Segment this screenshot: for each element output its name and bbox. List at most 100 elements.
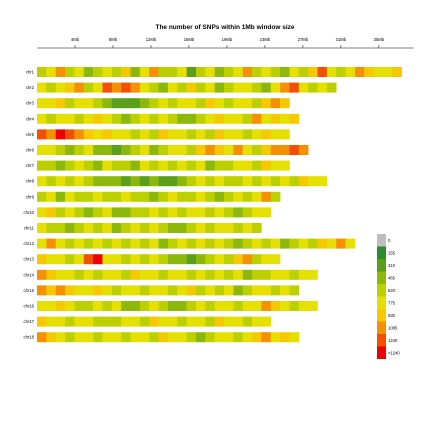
- density-cell: [233, 82, 243, 93]
- density-cell: [186, 176, 197, 187]
- density-cell: [93, 113, 103, 124]
- density-cell: [93, 207, 103, 218]
- legend-swatch: [377, 284, 386, 297]
- density-cell: [158, 191, 169, 202]
- density-cell: [242, 316, 253, 327]
- density-cell: [102, 160, 113, 171]
- density-cell: [149, 145, 159, 155]
- density-cell: [205, 145, 215, 155]
- density-cell: [65, 285, 75, 296]
- density-cell: [195, 269, 206, 280]
- density-cell: [289, 269, 300, 280]
- density-cell: [158, 269, 169, 280]
- density-cell: [270, 301, 281, 311]
- density-cell: [37, 113, 47, 124]
- density-cell: [65, 191, 75, 202]
- density-cell: [167, 316, 178, 327]
- density-cell: [233, 98, 243, 109]
- density-cell: [195, 176, 206, 187]
- density-cell: [167, 113, 178, 124]
- density-cell: [83, 207, 94, 218]
- density-cell: [186, 223, 197, 233]
- density-cell: [252, 332, 262, 343]
- density-cell: [102, 223, 113, 233]
- density-cell: [102, 145, 113, 155]
- density-cell: [83, 269, 94, 280]
- density-cell: [65, 98, 75, 109]
- density-cell: [111, 238, 122, 249]
- density-cell: [37, 254, 47, 265]
- x-tick-label: 12Mb: [146, 37, 157, 42]
- density-cell: [233, 285, 243, 296]
- density-cell: [55, 82, 66, 93]
- density-cell: [308, 176, 318, 187]
- density-cell: [167, 129, 178, 140]
- density-cell: [121, 98, 131, 109]
- density-cell: [167, 269, 178, 280]
- density-cell: [280, 113, 290, 124]
- density-cell: [102, 191, 113, 202]
- density-cell: [252, 285, 262, 296]
- density-cell: [139, 223, 150, 233]
- density-cell: [74, 82, 85, 93]
- density-cell: [205, 98, 215, 109]
- legend-label: >1240: [388, 350, 400, 355]
- density-cell: [280, 67, 290, 77]
- density-cell: [158, 176, 169, 187]
- legend-swatch: [377, 246, 386, 259]
- density-cell: [74, 176, 85, 187]
- x-tick-label: 31Mb: [336, 37, 347, 42]
- density-cell: [205, 301, 215, 311]
- density-cell: [111, 67, 122, 77]
- density-cell: [139, 207, 150, 218]
- density-cell: [224, 207, 234, 218]
- density-cell: [83, 129, 94, 140]
- density-cell: [83, 82, 94, 93]
- density-cell: [270, 269, 281, 280]
- density-cell: [83, 223, 94, 233]
- density-cell: [308, 82, 318, 93]
- density-cell: [233, 223, 243, 233]
- density-cell: [242, 113, 253, 124]
- density-cell: [111, 223, 122, 233]
- density-cell: [167, 176, 178, 187]
- density-cell: [130, 285, 141, 296]
- density-cell: [280, 176, 290, 187]
- density-cell: [93, 285, 103, 296]
- density-cell: [83, 332, 94, 343]
- density-cell: [158, 129, 169, 140]
- density-cell: [130, 98, 141, 109]
- density-cell: [205, 191, 215, 202]
- density-cell: [345, 238, 356, 249]
- density-cell: [270, 254, 281, 265]
- density-cell: [149, 269, 159, 280]
- density-cell: [139, 160, 150, 171]
- density-cell: [326, 238, 337, 249]
- density-cell: [308, 269, 318, 280]
- density-cell: [214, 160, 225, 171]
- density-cell: [93, 160, 103, 171]
- density-cell: [252, 145, 262, 155]
- legend-label: 930: [388, 313, 396, 318]
- density-cell: [242, 207, 253, 218]
- density-cell: [242, 285, 253, 296]
- density-cell: [252, 160, 262, 171]
- density-cell: [373, 67, 384, 77]
- chart-title: The number of SNPs within 1Mb window siz…: [155, 24, 294, 31]
- density-cell: [37, 129, 47, 140]
- density-cell: [242, 98, 253, 109]
- density-cell: [158, 160, 169, 171]
- density-cell: [102, 238, 113, 249]
- density-cell: [214, 223, 225, 233]
- density-cell: [102, 316, 113, 327]
- density-cell: [167, 301, 178, 311]
- legend-label: 155: [388, 250, 396, 255]
- density-cell: [289, 145, 300, 155]
- density-cell: [37, 98, 47, 109]
- density-cell: [111, 98, 122, 109]
- density-cell: [270, 238, 281, 249]
- legend-label: 1240: [388, 338, 398, 343]
- density-cell: [195, 82, 206, 93]
- density-cell: [214, 285, 225, 296]
- density-cell: [261, 145, 272, 155]
